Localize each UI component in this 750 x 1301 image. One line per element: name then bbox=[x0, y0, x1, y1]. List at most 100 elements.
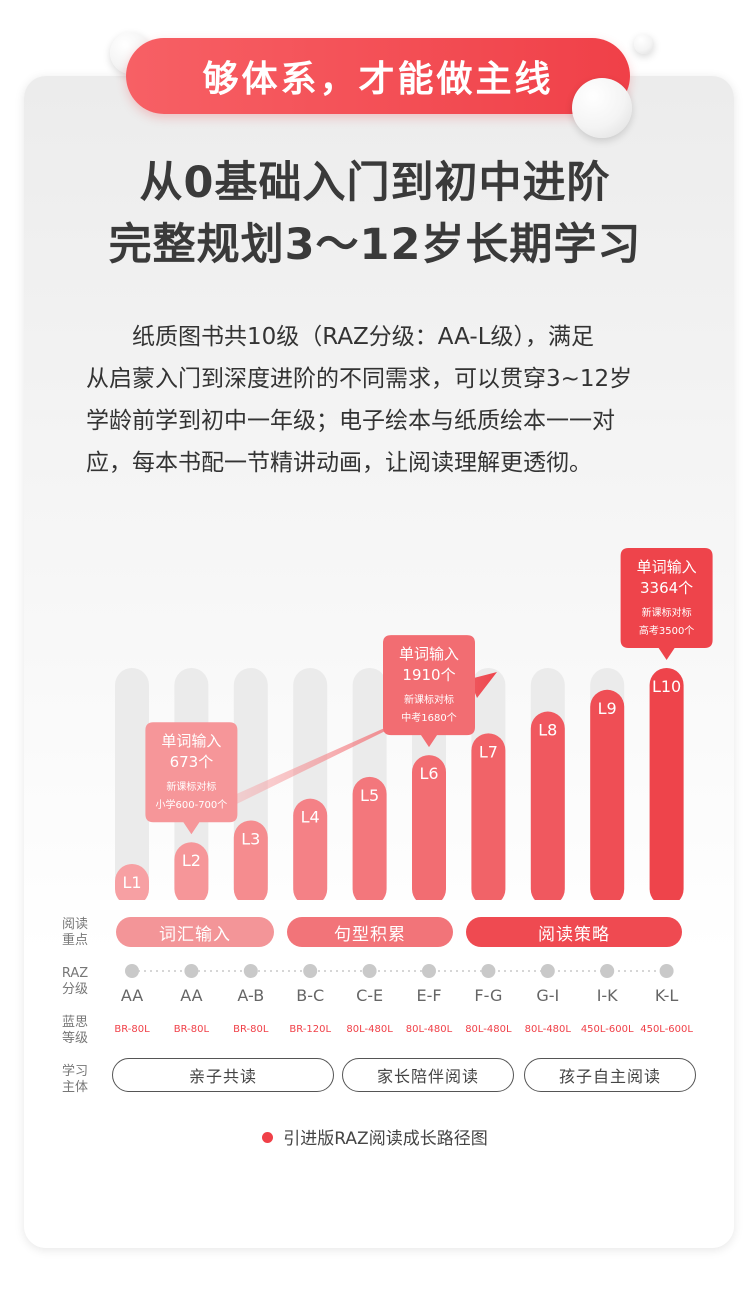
raz-node bbox=[184, 964, 199, 978]
bar-label-L7: L7 bbox=[479, 742, 498, 761]
headline-line-2: 完整规划3～12岁长期学习 bbox=[108, 220, 642, 270]
headline-line-1: 从0基础入门到初中进阶 bbox=[139, 158, 611, 208]
raz-grade: I-K bbox=[596, 986, 618, 1005]
lexile-level: BR-80L bbox=[173, 1024, 210, 1035]
callout-text: 1910个 bbox=[402, 666, 455, 684]
callout-text: 新课标对标 bbox=[404, 693, 454, 706]
bar-label-L6: L6 bbox=[419, 764, 438, 783]
callout-text: 新课标对标 bbox=[642, 606, 692, 619]
title-banner: 够体系，才能做主线 bbox=[126, 38, 630, 114]
bar-L2 bbox=[174, 842, 209, 906]
raz-node bbox=[600, 964, 615, 978]
row-label-text: 分级 bbox=[61, 982, 88, 997]
growth-arrow bbox=[196, 672, 497, 822]
raz-grade: B-C bbox=[296, 986, 325, 1005]
bar-label-L2: L2 bbox=[182, 851, 201, 870]
raz-grade: AA bbox=[120, 986, 144, 1005]
focus-stage-vocabulary: 词汇输入 bbox=[116, 917, 274, 947]
decor-bubble-right bbox=[572, 78, 632, 138]
lexile-level: 80L-480L bbox=[524, 1024, 571, 1035]
row-label-raz: RAZ 分级 bbox=[50, 966, 100, 998]
bar-label-L4: L4 bbox=[301, 808, 320, 827]
bar-label-L9: L9 bbox=[598, 699, 617, 718]
focus-stage-strategy: 阅读策略 bbox=[466, 917, 682, 947]
raz-grade: G-I bbox=[536, 986, 560, 1005]
row-label-subject: 学习 主体 bbox=[50, 1064, 100, 1096]
callout-box bbox=[620, 548, 713, 660]
focus-stage-sentence: 句型积累 bbox=[287, 917, 453, 947]
lexile-level: 450L-600L bbox=[640, 1024, 693, 1035]
row-label-text: 学习 bbox=[61, 1064, 88, 1079]
row-label-text: 重点 bbox=[61, 933, 88, 948]
banner-text: 够体系，才能做主线 bbox=[202, 59, 554, 100]
raz-node bbox=[540, 964, 555, 978]
bar-label-L1: L1 bbox=[122, 873, 141, 892]
row-label-focus: 阅读 重点 bbox=[50, 917, 100, 949]
raz-node bbox=[303, 964, 318, 978]
raz-grade: E-F bbox=[416, 986, 442, 1005]
description: 纸质图书共10级（RAZ分级：AA-L级），满足 从启蒙入门到深度进阶的不同需求… bbox=[86, 316, 686, 484]
callout-text: 高考3500个 bbox=[639, 624, 694, 637]
lexile-level: BR-80L bbox=[114, 1024, 150, 1035]
decor-bubble-right-small bbox=[634, 34, 654, 54]
raz-grade: K-L bbox=[654, 986, 679, 1005]
bar-L10 bbox=[649, 668, 684, 906]
bar-L9 bbox=[590, 689, 625, 906]
row-label-text: 主体 bbox=[61, 1080, 88, 1095]
bar-track bbox=[115, 668, 149, 900]
callout-box bbox=[383, 635, 475, 748]
callout-text: 小学600-700个 bbox=[156, 798, 228, 811]
raz-node bbox=[481, 964, 496, 978]
callout-text: 中考1680个 bbox=[401, 711, 456, 724]
raz-grade: AA bbox=[180, 986, 203, 1005]
subject-independent: 孩子自主阅读 bbox=[524, 1058, 696, 1092]
raz-node bbox=[125, 964, 139, 978]
chart-caption: 引进版RAZ阅读成长路径图 bbox=[0, 1124, 750, 1149]
raz-node bbox=[659, 964, 674, 978]
description-line: 应，每本书配一节精讲动画，让阅读理解更透彻。 bbox=[86, 450, 592, 476]
lexile-level: 80L-480L bbox=[465, 1024, 512, 1035]
callout-text: 单词输入 bbox=[399, 645, 459, 663]
lexile-level: BR-120L bbox=[289, 1024, 332, 1035]
raz-grade: A-B bbox=[237, 986, 265, 1005]
lexile-level: 80L-480L bbox=[346, 1024, 393, 1035]
subject-parent-accompany: 家长陪伴阅读 bbox=[342, 1058, 514, 1092]
raz-grade: C-E bbox=[356, 986, 384, 1005]
bar-label-L5: L5 bbox=[360, 786, 379, 805]
caption-text: 引进版RAZ阅读成长路径图 bbox=[283, 1129, 488, 1149]
row-label-text: 蓝思 bbox=[61, 1015, 88, 1030]
bar-L6 bbox=[412, 755, 446, 906]
chart-baseline bbox=[100, 900, 700, 910]
bar-L5 bbox=[352, 776, 387, 906]
bar-label-L10: L10 bbox=[652, 677, 681, 696]
bar-L4 bbox=[293, 798, 328, 906]
callout-box bbox=[145, 722, 238, 835]
caption-dot-icon bbox=[262, 1131, 274, 1143]
description-line: 学龄前学到初中一年级；电子绘本与纸质绘本一一对 bbox=[86, 408, 615, 434]
bar-L3 bbox=[233, 820, 268, 906]
callout-text: 3364个 bbox=[640, 579, 693, 597]
bar-L7 bbox=[471, 733, 506, 906]
raz-node bbox=[243, 964, 258, 978]
row-label-text: 阅读 bbox=[61, 917, 88, 932]
raz-node bbox=[422, 964, 436, 978]
bar-label-L8: L8 bbox=[538, 721, 557, 740]
raz-node bbox=[362, 964, 377, 978]
bar-L8 bbox=[530, 711, 565, 906]
bar-label-L3: L3 bbox=[241, 829, 260, 848]
row-label-text: RAZ bbox=[61, 966, 89, 981]
lexile-level: 80L-480L bbox=[405, 1024, 453, 1035]
callout-text: 673个 bbox=[170, 753, 214, 771]
row-label-lexile: 蓝思 等级 bbox=[50, 1015, 100, 1047]
subject-parent-child: 亲子共读 bbox=[112, 1058, 334, 1092]
description-line: 纸质图书共10级（RAZ分级：AA-L级），满足 bbox=[132, 324, 595, 350]
callout-text: 新课标对标 bbox=[166, 780, 216, 793]
raz-grade: F-G bbox=[474, 986, 503, 1005]
lexile-level: 450L-600L bbox=[580, 1024, 634, 1035]
description-line: 从启蒙入门到深度进阶的不同需求，可以贯穿3~12岁 bbox=[86, 366, 633, 392]
content-card bbox=[24, 76, 734, 1248]
